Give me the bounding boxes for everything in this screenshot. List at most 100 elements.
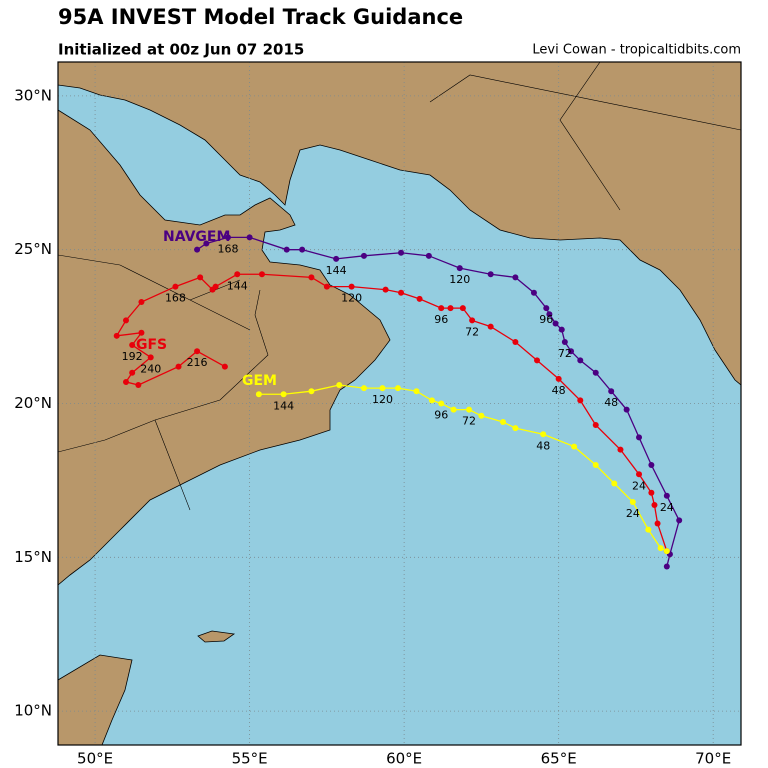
track-point <box>336 382 343 389</box>
track-point <box>645 526 652 533</box>
track-point <box>438 400 445 407</box>
track-point <box>611 480 618 487</box>
track-point <box>469 317 476 324</box>
track-point <box>654 520 661 527</box>
hour-label: 24 <box>626 507 640 520</box>
hour-label: 24 <box>632 479 646 492</box>
frame <box>57 61 742 746</box>
track-point <box>299 246 306 253</box>
track-point <box>360 252 367 259</box>
track-point <box>221 363 228 370</box>
title: 95A INVEST Model Track Guidance <box>58 5 463 29</box>
track-point <box>651 502 658 509</box>
legend-label: GFS <box>136 337 167 353</box>
track-point <box>147 354 154 361</box>
track-point <box>138 298 145 305</box>
track-point <box>512 274 519 281</box>
hour-label: 72 <box>465 325 479 338</box>
x-tick-label: 65°E <box>541 750 577 768</box>
hour-label: 72 <box>462 415 476 428</box>
track-point <box>203 240 210 247</box>
y-tick-label: 30°N <box>14 86 52 104</box>
plot-layer: 50°E 55°E 60°E 65°E 70°E 10°N 15°N 20°N 25°N 30°N… <box>14 62 741 768</box>
hour-label: 168 <box>217 242 238 255</box>
track-point <box>234 271 241 278</box>
track-point <box>636 471 643 478</box>
hour-label: 168 <box>165 292 186 305</box>
track-point <box>416 295 423 302</box>
borders <box>58 62 741 511</box>
track-point <box>280 391 287 398</box>
hour-label: 96 <box>434 313 448 326</box>
track-point <box>577 357 584 364</box>
track-point <box>456 265 463 272</box>
hour-label: 120 <box>449 273 470 286</box>
track-point <box>500 418 507 425</box>
track-point <box>283 246 290 253</box>
x-tick-label: 50°E <box>77 750 113 768</box>
track-point <box>608 388 615 395</box>
track-point <box>360 385 367 392</box>
y-tick-label: 25°N <box>14 240 52 258</box>
track-point <box>197 274 204 281</box>
track-point <box>487 323 494 330</box>
track-point <box>546 311 553 318</box>
track-point <box>425 252 432 259</box>
hour-label: 240 <box>140 362 161 375</box>
track-point <box>487 271 494 278</box>
credit: Levi Cowan - tropicaltidbits.com <box>532 43 741 58</box>
track-point <box>629 498 636 505</box>
track-point <box>135 382 142 389</box>
x-tick-label: 70°E <box>695 750 731 768</box>
track-point <box>122 317 129 324</box>
track-point <box>379 385 386 392</box>
hour-label: 48 <box>552 384 566 397</box>
track-point <box>592 369 599 376</box>
land-arabia <box>58 109 391 586</box>
track-point <box>382 286 389 293</box>
hour-label: 144 <box>326 264 347 277</box>
track-point <box>413 388 420 395</box>
track-point <box>648 462 655 469</box>
track-line <box>115 273 668 552</box>
track-point <box>512 425 519 432</box>
track-point <box>138 329 145 336</box>
track-point <box>571 443 578 450</box>
track-point <box>398 249 405 256</box>
track-point <box>617 446 624 453</box>
track-point <box>348 283 355 290</box>
island <box>197 630 236 643</box>
track-point <box>543 305 550 312</box>
track-point <box>663 548 670 555</box>
track-point <box>623 406 630 413</box>
hour-label: 48 <box>604 396 618 409</box>
hour-label: 144 <box>227 279 248 292</box>
hour-label: 96 <box>539 313 553 326</box>
track-point <box>534 357 541 364</box>
track-point <box>555 375 562 382</box>
track-point <box>323 283 330 290</box>
track-point <box>308 274 315 281</box>
track-point <box>592 462 599 469</box>
track-point <box>113 332 120 339</box>
track-point <box>394 385 401 392</box>
hour-label: 120 <box>341 292 362 305</box>
track-point <box>552 320 559 327</box>
hour-label: 216 <box>187 356 208 369</box>
track-point <box>398 289 405 296</box>
track-point <box>438 305 445 312</box>
track-point <box>246 234 253 241</box>
track-point <box>459 305 466 312</box>
y-tick-label: 15°N <box>14 548 52 566</box>
track-point <box>194 348 201 355</box>
hour-label: 120 <box>372 393 393 406</box>
track-point <box>648 489 655 496</box>
basemap <box>58 62 741 745</box>
track-point <box>129 342 136 349</box>
track-point <box>577 397 584 404</box>
track-point <box>540 431 547 438</box>
track-point <box>676 517 683 524</box>
track-point <box>568 348 575 355</box>
track-point <box>194 246 201 253</box>
land-africa <box>58 654 133 745</box>
